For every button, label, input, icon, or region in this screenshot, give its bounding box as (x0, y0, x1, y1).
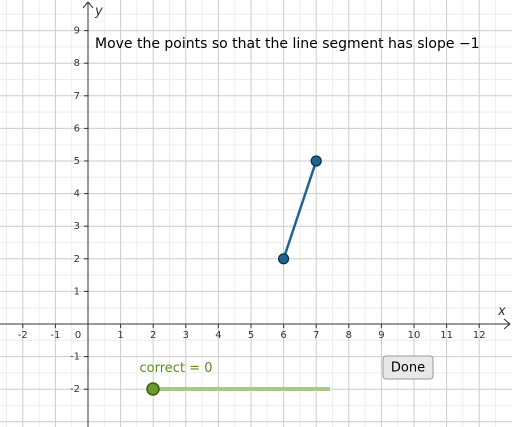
button-label[interactable]: Done (391, 361, 425, 376)
y-tick-label: 4 (74, 189, 80, 200)
y-tick-label: 9 (74, 26, 80, 37)
x-tick-label: 0 (75, 330, 81, 341)
y-tick-label: 6 (74, 123, 80, 134)
x-tick-label: 6 (280, 330, 286, 341)
y-tick-label: 7 (74, 91, 80, 102)
x-tick-label: 3 (183, 330, 189, 341)
y-tick-label: 2 (74, 254, 80, 265)
x-tick-label: 11 (440, 330, 453, 341)
y-tick-label: 1 (74, 286, 80, 297)
segment-group (278, 155, 322, 265)
y-arrow (82, 1, 94, 9)
x-tick-label: -1 (50, 330, 60, 341)
y-tick-label: -2 (70, 384, 80, 395)
x-axis-label: x (497, 304, 506, 319)
draggable-point[interactable] (278, 253, 290, 265)
y-tick-label: 5 (74, 156, 80, 167)
x-tick-label: 5 (248, 330, 254, 341)
y-tick-label: -1 (70, 352, 80, 363)
slider-label: correct = 0 (140, 361, 213, 376)
x-tick-label: 10 (408, 330, 421, 341)
x-tick-label: 7 (313, 330, 319, 341)
slider-handle[interactable] (146, 382, 160, 396)
x-tick-label: 1 (117, 330, 123, 341)
x-tick-label: -2 (18, 330, 28, 341)
x-tick-label: 12 (473, 330, 486, 341)
button-box[interactable] (382, 355, 434, 380)
x-arrow (503, 318, 511, 330)
y-tick-label: 3 (74, 221, 80, 232)
x-tick-label: 9 (378, 330, 384, 341)
y-tick-label: 8 (74, 58, 80, 69)
done-button[interactable]: Done (382, 355, 434, 380)
draggable-point[interactable] (310, 155, 322, 167)
y-axis-label: y (94, 4, 103, 19)
line-segment (282, 160, 318, 260)
instruction: Move the points so that the line segment… (95, 36, 480, 52)
x-tick-label: 4 (215, 330, 221, 341)
x-tick-label: 8 (346, 330, 352, 341)
x-tick-label: 2 (150, 330, 156, 341)
